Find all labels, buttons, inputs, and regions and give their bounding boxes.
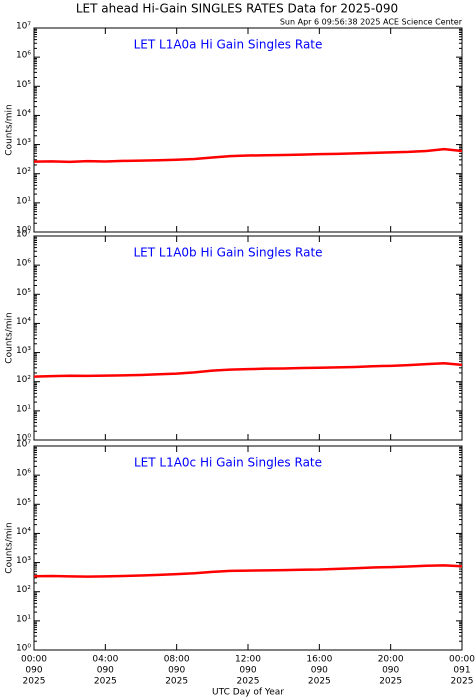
x-tick-year: 2025 — [237, 677, 260, 687]
y-tick-label: 10⁵ — [16, 498, 31, 508]
x-tick-day: 090 — [97, 666, 114, 676]
y-tick-label: 10⁵ — [16, 288, 31, 298]
y-tick-label: 10² — [16, 585, 31, 595]
y-tick-label: 10² — [16, 167, 31, 177]
x-tick-label: 16:00 — [306, 655, 332, 665]
y-tick-label: 10⁵ — [16, 80, 31, 90]
y-tick-label: 10⁰ — [16, 434, 31, 444]
x-tick-day: 091 — [453, 666, 470, 676]
timestamp: Sun Apr 6 09:56:38 2025 ACE Science Cent… — [280, 18, 463, 27]
panel-title: LET L1A0b Hi Gain Singles Rate — [133, 246, 322, 260]
y-tick-label: 10⁴ — [16, 527, 31, 537]
y-tick-label: 10¹ — [16, 614, 31, 624]
page-title: LET ahead Hi-Gain SINGLES RATES Data for… — [76, 2, 398, 16]
x-tick-day: 090 — [311, 666, 328, 676]
y-tick-label: 10⁰ — [16, 226, 31, 236]
y-tick-label: 10¹ — [16, 196, 31, 206]
panel-title: LET L1A0c Hi Gain Singles Rate — [134, 456, 322, 470]
y-tick-label: 10³ — [16, 556, 31, 566]
y-tick-label: 10¹ — [16, 404, 31, 414]
y-tick-label: 10⁷ — [16, 22, 31, 32]
x-tick-year: 2025 — [308, 677, 331, 687]
data-line — [33, 564, 463, 578]
y-tick-label: 10⁶ — [16, 51, 31, 61]
x-tick-day: 090 — [25, 666, 42, 676]
y-tick-label: 10⁰ — [16, 644, 31, 654]
x-tick-label: 00:00 — [21, 655, 47, 665]
x-tick-label: 12:00 — [235, 655, 261, 665]
y-tick-label: 10⁶ — [16, 259, 31, 269]
data-line — [33, 361, 463, 378]
y-tick-label: 10³ — [16, 346, 31, 356]
x-tick-year: 2025 — [165, 677, 188, 687]
x-tick-label: 20:00 — [378, 655, 404, 665]
x-tick-year: 2025 — [451, 677, 474, 687]
x-tick-label: 04:00 — [92, 655, 118, 665]
panel-title: LET L1A0a Hi Gain Singles Rate — [134, 38, 323, 52]
x-tick-year: 2025 — [379, 677, 402, 687]
x-axis-label: UTC Day of Year — [212, 688, 284, 698]
data-line — [33, 147, 463, 164]
x-tick-day: 090 — [382, 666, 399, 676]
y-axis-label: Counts/min — [5, 522, 15, 573]
y-tick-label: 10⁷ — [16, 440, 31, 450]
x-tick-day: 090 — [168, 666, 185, 676]
y-axis-label: Counts/min — [5, 104, 15, 155]
y-tick-label: 10² — [16, 375, 31, 385]
y-axis-label: Counts/min — [5, 312, 15, 363]
plot-frame — [33, 445, 463, 651]
x-tick-year: 2025 — [94, 677, 117, 687]
x-tick-year: 2025 — [23, 677, 46, 687]
x-tick-day: 090 — [239, 666, 256, 676]
y-tick-label: 10⁷ — [16, 230, 31, 240]
plot-frame — [33, 235, 463, 441]
x-tick-label: 00:00 — [449, 655, 475, 665]
y-tick-label: 10⁴ — [16, 109, 31, 119]
x-tick-label: 08:00 — [164, 655, 190, 665]
y-tick-label: 10⁶ — [16, 469, 31, 479]
plot-frame — [33, 27, 463, 233]
y-tick-label: 10⁴ — [16, 317, 31, 327]
y-tick-label: 10³ — [16, 138, 31, 148]
